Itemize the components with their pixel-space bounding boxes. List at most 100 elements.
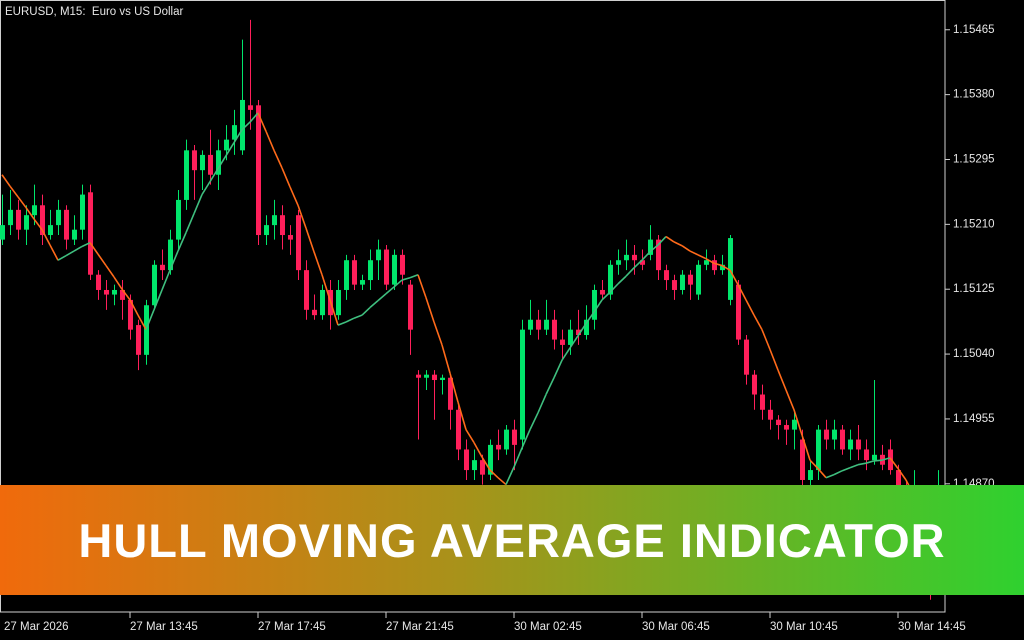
hma-segment	[89, 242, 99, 255]
hma-segment	[753, 314, 763, 331]
candle-body	[640, 260, 645, 265]
candle-body	[600, 289, 605, 295]
hma-segment	[249, 112, 259, 123]
candle-body	[768, 409, 773, 420]
hma-segment	[305, 227, 315, 253]
hma-segment	[377, 293, 387, 302]
candle-body	[760, 394, 765, 410]
candle-body	[408, 284, 413, 330]
candle-body	[400, 254, 405, 275]
candle-body	[224, 139, 229, 151]
hma-segment	[257, 112, 267, 132]
candle-body	[552, 319, 557, 340]
hma-segment	[145, 309, 155, 330]
hma-segment	[649, 244, 659, 253]
hma-segment	[657, 236, 667, 246]
candle-body	[32, 205, 37, 216]
hma-segment	[729, 269, 739, 286]
hma-segment	[697, 254, 707, 260]
hma-segment	[185, 213, 195, 234]
hma-segment	[73, 245, 83, 252]
candle-body	[88, 192, 93, 275]
candle-body	[792, 419, 797, 430]
hma-segment	[721, 264, 731, 271]
hma-segment	[801, 434, 811, 461]
hma-segment	[353, 314, 363, 319]
hma-segment	[545, 377, 555, 395]
banner: HULL MOVING AVERAGE INDICATOR	[0, 485, 1024, 595]
candle-body	[336, 289, 341, 316]
candle-body	[744, 339, 749, 375]
candle-body	[24, 215, 29, 230]
hma-segment	[281, 167, 291, 188]
hma-segment	[329, 299, 339, 326]
candle-body	[384, 249, 389, 285]
candle-body	[584, 319, 589, 335]
hma-segment	[193, 194, 203, 214]
candle-body	[320, 289, 325, 316]
hma-segment	[417, 274, 427, 298]
candle-body	[312, 309, 317, 316]
banner-text: HULL MOVING AVERAGE INDICATOR	[78, 513, 946, 567]
hma-segment	[617, 275, 627, 285]
candle-body	[776, 419, 781, 426]
hma-segment	[889, 457, 899, 470]
hma-segment	[897, 468, 907, 481]
candle-body	[344, 260, 349, 290]
candle-body	[96, 274, 101, 290]
hma-segment	[129, 299, 139, 316]
candle-body	[704, 260, 709, 265]
candle-body	[0, 225, 5, 240]
hma-segment	[41, 229, 51, 246]
hma-segment	[393, 279, 403, 288]
candle-body	[472, 460, 477, 471]
hma-segment	[441, 344, 451, 374]
candle-body	[368, 260, 373, 281]
candle-body	[152, 264, 157, 306]
hma-segment	[337, 321, 347, 326]
hma-segment	[361, 306, 371, 316]
hma-segment	[849, 463, 859, 469]
candle-body	[40, 205, 45, 236]
candle-body	[896, 470, 901, 490]
candle-body	[824, 429, 829, 440]
hma-segment	[673, 241, 683, 247]
hma-segment	[641, 251, 651, 261]
candle-body	[296, 215, 301, 271]
candle-body	[112, 289, 117, 295]
candle-body	[64, 209, 69, 240]
candle-body	[376, 249, 381, 261]
hma-segment	[785, 389, 795, 411]
candle-body	[832, 429, 837, 440]
candle-body	[128, 299, 133, 330]
hma-segment	[177, 232, 187, 252]
candle-body	[872, 454, 877, 461]
hma-segment	[489, 469, 499, 479]
candle-body	[800, 439, 805, 480]
hma-segment	[449, 372, 459, 403]
candle-body	[192, 150, 197, 171]
hma-segment	[497, 477, 507, 486]
candle-body	[16, 209, 21, 230]
candle-body	[8, 209, 13, 226]
candle-body	[528, 319, 533, 330]
hma-segment	[593, 299, 603, 313]
hma-segment	[473, 442, 483, 458]
candle-body	[784, 425, 789, 430]
candle-body	[512, 429, 517, 445]
hma-segment	[681, 245, 691, 252]
candle-body	[440, 377, 445, 381]
hma-segment	[17, 196, 27, 209]
candle-body	[576, 329, 581, 335]
candle-body	[560, 339, 565, 345]
y-tick-label: 1.15295	[953, 154, 995, 166]
hma-segment	[9, 185, 19, 198]
candle-body	[608, 264, 613, 295]
chart-title: EURUSD, M15: Euro vs US Dollar	[5, 6, 183, 18]
candle-body	[208, 154, 213, 175]
hma-segment	[97, 253, 107, 267]
candle-body	[280, 215, 285, 236]
y-tick-label: 1.15040	[953, 348, 995, 360]
hma-segment	[665, 235, 675, 243]
